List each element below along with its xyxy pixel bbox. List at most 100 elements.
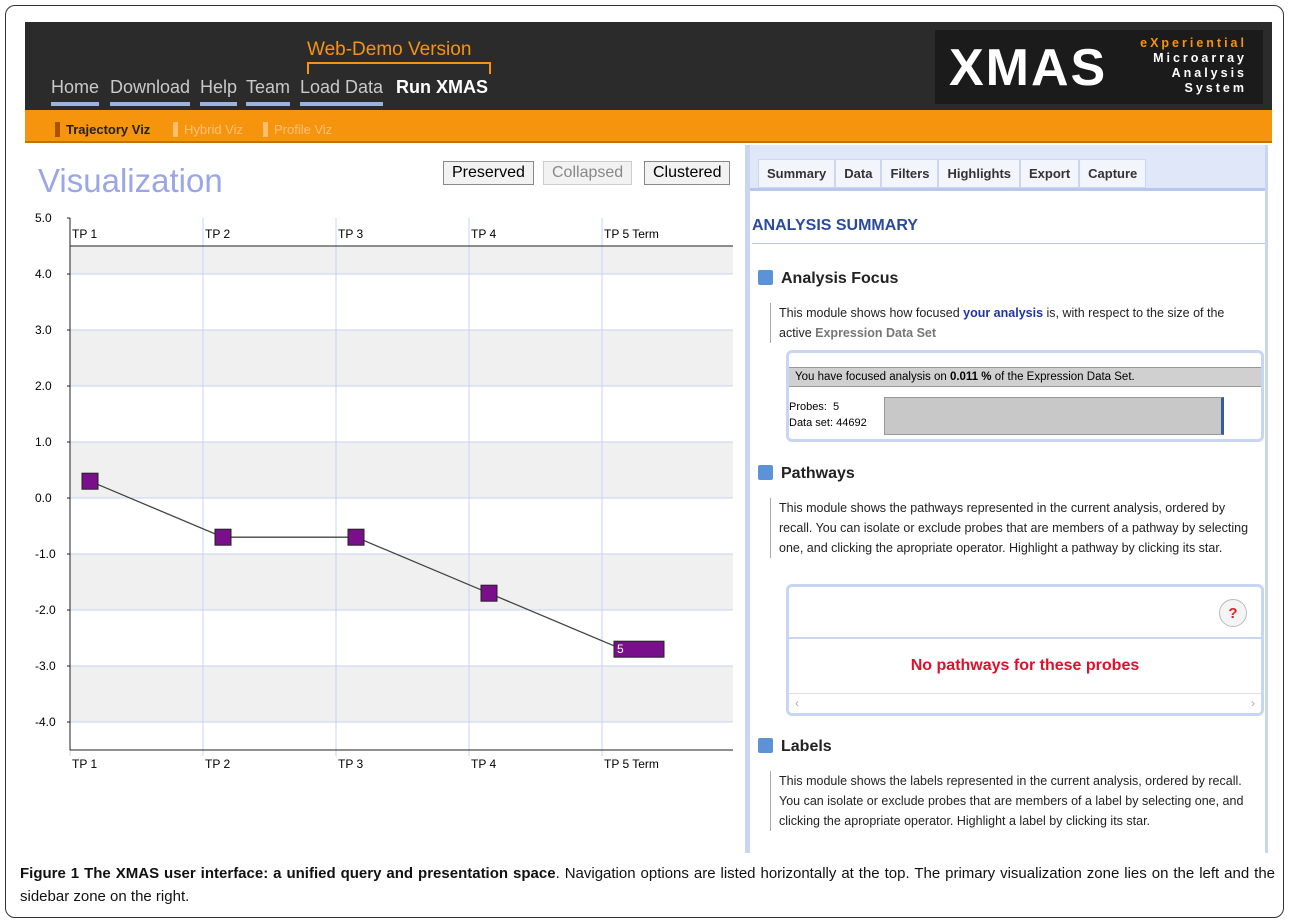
pathways-box: ? No pathways for these probes ‹ › [786, 584, 1264, 716]
subnav: Trajectory Viz Hybrid Viz Profile Viz [25, 110, 1272, 143]
label: Probes: [789, 401, 827, 413]
subnav-item[interactable]: Trajectory Viz [55, 122, 150, 137]
x-tick-label: TP 5 Term [604, 227, 659, 241]
logo: XMAS eXperiential Microarray Analysis Sy… [935, 30, 1263, 104]
text: is, with respect to the size of the acti… [779, 306, 1225, 340]
counts: Probes: 5 Data set: 44692 [789, 399, 867, 431]
tab[interactable]: Highlights [938, 159, 1020, 188]
module-title-text: Labels [781, 738, 832, 755]
x-tick-label: TP 4 [471, 757, 496, 771]
module-title-text: Analysis Focus [781, 270, 899, 287]
probes: Probes: 5 [789, 399, 867, 415]
y-tick-label: -4.0 [35, 715, 56, 729]
tab[interactable]: Data [835, 159, 882, 188]
band [70, 554, 733, 610]
caption-label: Figure 1 The XMAS user interface: a unif… [20, 865, 556, 882]
band [70, 246, 733, 274]
module-title[interactable]: Analysis Focus [758, 270, 898, 288]
logo-name: XMAS [949, 39, 1108, 97]
y-tick-label: -3.0 [35, 659, 56, 673]
header: Web-Demo Version Home Download Help Team… [25, 22, 1272, 110]
band [70, 330, 733, 386]
logo-tagline: eXperiential Microarray Analysis System [1127, 36, 1247, 96]
mode-button[interactable]: Preserved [443, 161, 534, 185]
dataset: Data set: 44692 [789, 415, 867, 431]
nav-item[interactable]: Help [200, 77, 238, 106]
nav-item[interactable]: Load Data [300, 77, 384, 106]
tab[interactable]: Filters [881, 159, 939, 188]
tab[interactable]: Summary [758, 159, 836, 188]
y-tick-label: 3.0 [35, 323, 52, 337]
text: of the Expression Data Set. [991, 371, 1135, 383]
x-tick-label: TP 1 [72, 227, 97, 241]
text: You have focused analysis on [795, 371, 950, 383]
toggle[interactable] [758, 270, 773, 285]
y-tick-label: 0.0 [35, 491, 52, 505]
x-tick-label: TP 2 [205, 757, 230, 771]
empty-message: No pathways for these probes [910, 657, 1140, 674]
point [613, 640, 665, 658]
module-title[interactable]: Pathways [758, 465, 855, 483]
band [70, 666, 733, 722]
y-tick-label: 2.0 [35, 379, 52, 393]
subnav-item[interactable]: Hybrid Viz [173, 122, 243, 137]
focus-gauge [884, 397, 1224, 435]
module-title[interactable]: Labels [758, 738, 832, 756]
y-tick-label: 4.0 [35, 267, 52, 281]
toggle[interactable] [758, 738, 773, 753]
link[interactable]: your analysis [963, 306, 1044, 320]
point [81, 472, 99, 490]
nav-active[interactable]: Run XMAS [396, 77, 488, 106]
module-text: This module shows the pathways represent… [770, 498, 1250, 558]
x-tick-label: TP 3 [338, 757, 363, 771]
mode-button[interactable]: Collapsed [543, 161, 633, 185]
caption-text: . Navigation options are listed horizont… [20, 865, 1276, 905]
x-tick-label: TP 3 [338, 227, 363, 241]
tab[interactable]: Export [1020, 159, 1080, 188]
sidebar-heading: ANALYSIS SUMMARY [752, 217, 1265, 244]
x-tick-label: TP 4 [471, 227, 496, 241]
value: 5 [833, 401, 840, 413]
x-tick-label: TP 5 Term [604, 757, 659, 771]
text: This module shows how focused [779, 306, 964, 320]
module-text: This module shows the labels represented… [770, 771, 1250, 831]
tagline-line: System [1184, 81, 1247, 95]
focus-bar: You have focused analysis on 0.011 % of … [789, 367, 1261, 387]
mode-button[interactable]: Clustered [644, 161, 731, 185]
frame [5, 5, 1284, 918]
label: Data set: [789, 417, 834, 429]
x-tick-label: TP 1 [72, 757, 97, 771]
point-label: 5 [617, 642, 624, 656]
y-tick-label: 1.0 [35, 435, 52, 449]
y-tick-label: -1.0 [35, 547, 56, 561]
nav-item[interactable]: Download [110, 77, 191, 106]
y-tick-label: 5.0 [35, 211, 52, 225]
bracket [307, 62, 491, 74]
module-text: This module shows how focused your analy… [770, 303, 1250, 343]
nav-item[interactable]: Home [51, 77, 100, 106]
subnav-item[interactable]: Profile Viz [263, 122, 332, 137]
value: 44692 [836, 417, 867, 429]
band [70, 442, 733, 498]
tagline-line: Analysis [1171, 66, 1247, 80]
tabs: Summary Data Filters Highlights Export C… [758, 159, 1147, 188]
scrollbar[interactable]: ‹ › [789, 693, 1261, 713]
tab-bar: Summary Data Filters Highlights Export C… [750, 145, 1265, 191]
nav-item[interactable]: Team [246, 77, 291, 106]
help-button[interactable]: ? [1219, 599, 1247, 627]
link: Expression Data Set [815, 326, 937, 340]
toggle[interactable] [758, 465, 773, 480]
point [214, 528, 232, 546]
chart: TP 1 TP 1 TP 2 TP 2 TP 3 TP 3 TP 4 TP 4 TP 5 Ter… [35, 211, 733, 771]
viz-title: Visualization [38, 162, 223, 199]
point [480, 584, 498, 602]
module-title-text: Pathways [781, 465, 855, 482]
caption: Figure 1 The XMAS user interface: a unif… [20, 862, 1275, 908]
x-tick-label: TP 2 [205, 227, 230, 241]
tagline-line: eXperiential [1140, 36, 1247, 50]
tab[interactable]: Capture [1079, 159, 1147, 188]
sidebar: Summary Data Filters Highlights Export C… [745, 145, 1268, 853]
text: 0.011 % [949, 371, 992, 383]
focus-box: You have focused analysis on 0.011 % of … [786, 350, 1264, 442]
